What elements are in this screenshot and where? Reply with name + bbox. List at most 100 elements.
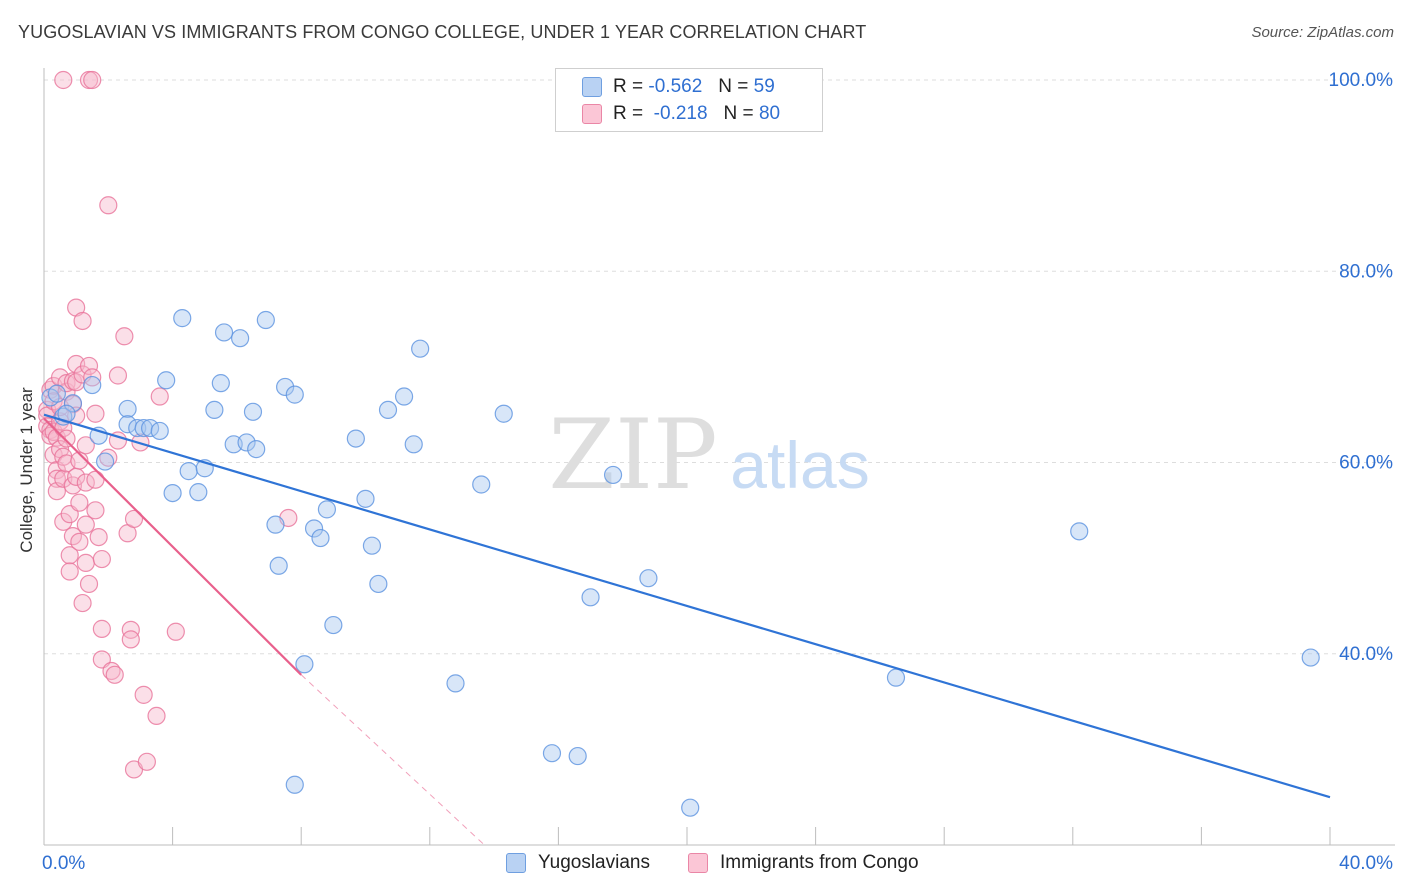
data-point bbox=[128, 418, 147, 438]
data-point bbox=[76, 515, 95, 534]
data-point bbox=[317, 500, 337, 519]
data-point bbox=[378, 400, 398, 420]
data-point bbox=[179, 462, 198, 481]
data-point bbox=[411, 339, 430, 358]
data-point bbox=[247, 440, 266, 459]
data-point bbox=[446, 674, 465, 693]
data-point bbox=[89, 527, 108, 547]
data-point bbox=[266, 515, 285, 534]
legend-row-yugoslavians: R = -0.562 N = 59 bbox=[582, 75, 775, 99]
trend-line-congo-extension bbox=[300, 674, 485, 846]
data-point bbox=[137, 752, 156, 771]
legend-swatch-pink bbox=[582, 104, 602, 124]
data-point bbox=[76, 553, 95, 573]
data-point bbox=[60, 546, 79, 565]
x-tick-label: 40.0% bbox=[1339, 853, 1393, 874]
y-tick-label: 80.0% bbox=[1339, 261, 1393, 282]
data-point bbox=[166, 622, 185, 641]
legend-n-label: N = bbox=[718, 76, 749, 97]
data-point bbox=[150, 387, 169, 406]
legend-r-value: -0.562 bbox=[648, 76, 703, 97]
data-point bbox=[205, 400, 224, 420]
data-point bbox=[285, 775, 304, 794]
data-point bbox=[95, 452, 115, 471]
y-tick-label: 100.0% bbox=[1329, 70, 1394, 91]
data-point bbox=[285, 385, 304, 404]
data-point bbox=[243, 402, 263, 421]
data-point bbox=[173, 309, 192, 328]
data-point bbox=[269, 556, 288, 575]
data-point bbox=[118, 399, 137, 419]
data-point bbox=[60, 562, 79, 581]
data-point bbox=[304, 519, 324, 538]
data-point bbox=[79, 574, 99, 594]
axes bbox=[43, 68, 1395, 846]
data-point bbox=[886, 668, 906, 687]
data-point bbox=[147, 706, 166, 726]
data-point bbox=[134, 685, 153, 704]
data-point bbox=[324, 615, 343, 635]
source-label: Source: ZipAtlas.com bbox=[1251, 24, 1394, 41]
data-point bbox=[121, 620, 140, 639]
data-point bbox=[57, 429, 76, 448]
trend-line-congo bbox=[43, 417, 302, 676]
data-point bbox=[362, 536, 382, 555]
data-point bbox=[231, 329, 250, 348]
data-point bbox=[311, 528, 330, 548]
grid-lines bbox=[44, 79, 1395, 655]
series-legend-label: Immigrants from Congo bbox=[720, 852, 919, 873]
series-congo-points bbox=[38, 70, 298, 779]
data-point bbox=[108, 366, 128, 385]
data-point bbox=[681, 798, 700, 817]
legend-n-value: 59 bbox=[753, 76, 775, 97]
legend-swatch-blue bbox=[582, 77, 602, 97]
series-legend-congo: Immigrants from Congo bbox=[688, 852, 919, 874]
data-point bbox=[163, 484, 182, 503]
chart-title: YUGOSLAVIAN VS IMMIGRANTS FROM CONGO COL… bbox=[18, 22, 867, 42]
correlation-legend: R = -0.562 N = 59 R = -0.218 N = 80 bbox=[555, 68, 823, 132]
watermark-atlas: atlas bbox=[730, 428, 869, 502]
data-point bbox=[70, 493, 89, 512]
series-legend-label: Yugoslavians bbox=[538, 852, 650, 873]
data-point bbox=[1301, 648, 1320, 667]
data-point bbox=[295, 655, 314, 674]
data-point bbox=[70, 451, 89, 470]
data-point bbox=[494, 404, 513, 423]
data-point bbox=[73, 311, 92, 331]
data-point bbox=[150, 421, 169, 441]
series-legend-swatch-pink bbox=[688, 853, 708, 873]
data-point bbox=[346, 429, 365, 448]
data-point bbox=[472, 475, 491, 494]
data-point bbox=[189, 483, 208, 502]
data-point bbox=[83, 368, 102, 387]
data-point bbox=[121, 630, 140, 649]
data-point bbox=[76, 436, 95, 455]
data-point bbox=[86, 501, 105, 520]
legend-row-congo: R = -0.218 N = 80 bbox=[582, 102, 780, 126]
legend-r-label: R = bbox=[613, 76, 644, 97]
y-axis-label: College, Under 1 year bbox=[17, 387, 36, 553]
series-legend-yugoslavians: Yugoslavians bbox=[506, 852, 650, 874]
data-point bbox=[639, 569, 658, 588]
data-point bbox=[99, 196, 118, 215]
data-point bbox=[83, 375, 102, 395]
data-point bbox=[603, 465, 623, 485]
y-tick-label: 40.0% bbox=[1339, 644, 1393, 665]
data-point bbox=[54, 70, 73, 90]
data-point bbox=[214, 323, 234, 342]
data-point bbox=[92, 619, 111, 638]
data-point bbox=[86, 470, 105, 489]
data-point bbox=[124, 509, 144, 529]
data-point bbox=[581, 588, 600, 607]
tick-labels: 100.0% 80.0% 60.0% 40.0% 0.0% 40.0% bbox=[42, 70, 1393, 874]
legend-n-value: 80 bbox=[758, 103, 781, 124]
series-legend-swatch-blue bbox=[506, 853, 526, 873]
trend-line-yugoslavians bbox=[43, 413, 1331, 799]
legend-r-label: R = bbox=[613, 103, 644, 124]
x-tick-label: 0.0% bbox=[42, 853, 85, 874]
data-point bbox=[356, 489, 375, 508]
watermark: ZIP atlas bbox=[548, 399, 869, 511]
data-point bbox=[63, 394, 83, 413]
data-point bbox=[73, 593, 92, 613]
